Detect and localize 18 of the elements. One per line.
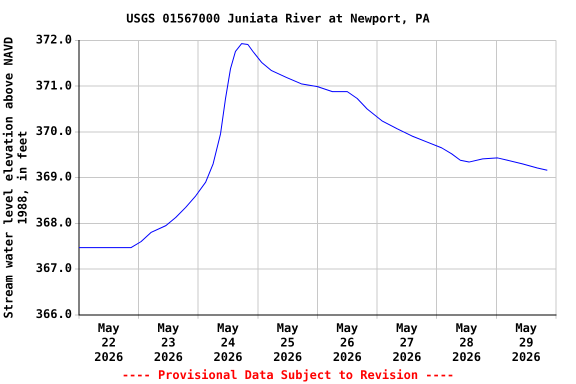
- chart-title: USGS 01567000 Juniata River at Newport, PA: [126, 11, 430, 26]
- y-tick-label: 368.0: [36, 215, 72, 230]
- y-tick-label: 366.0: [36, 306, 72, 321]
- x-tick-label: May 29 2026: [512, 321, 541, 364]
- x-tick-label: May 24 2026: [214, 321, 242, 364]
- y-tick-label: 372.0: [36, 32, 72, 47]
- x-tick-label: May 22 2026: [94, 321, 124, 364]
- x-tick-label: May 27 2026: [392, 321, 422, 364]
- text: ---- Provisional Data Subject to Revision ----: [122, 368, 454, 382]
- x-tick-label: May 26 2026: [332, 321, 362, 364]
- y-tick-label: 367.0: [36, 261, 72, 276]
- x-tick-label: May 25 2026: [273, 321, 302, 364]
- y-tick-label: 369.0: [36, 170, 72, 184]
- y-tick-label: 370.0: [36, 124, 72, 138]
- y-axis-title: Stream water level elevation above NAVD 1988, in feet: [1, 36, 30, 318]
- x-tick-label: May 28 2026: [452, 321, 481, 364]
- y-tick-label: 371.0: [36, 78, 72, 92]
- x-tick-label: May 23 2026: [154, 321, 183, 364]
